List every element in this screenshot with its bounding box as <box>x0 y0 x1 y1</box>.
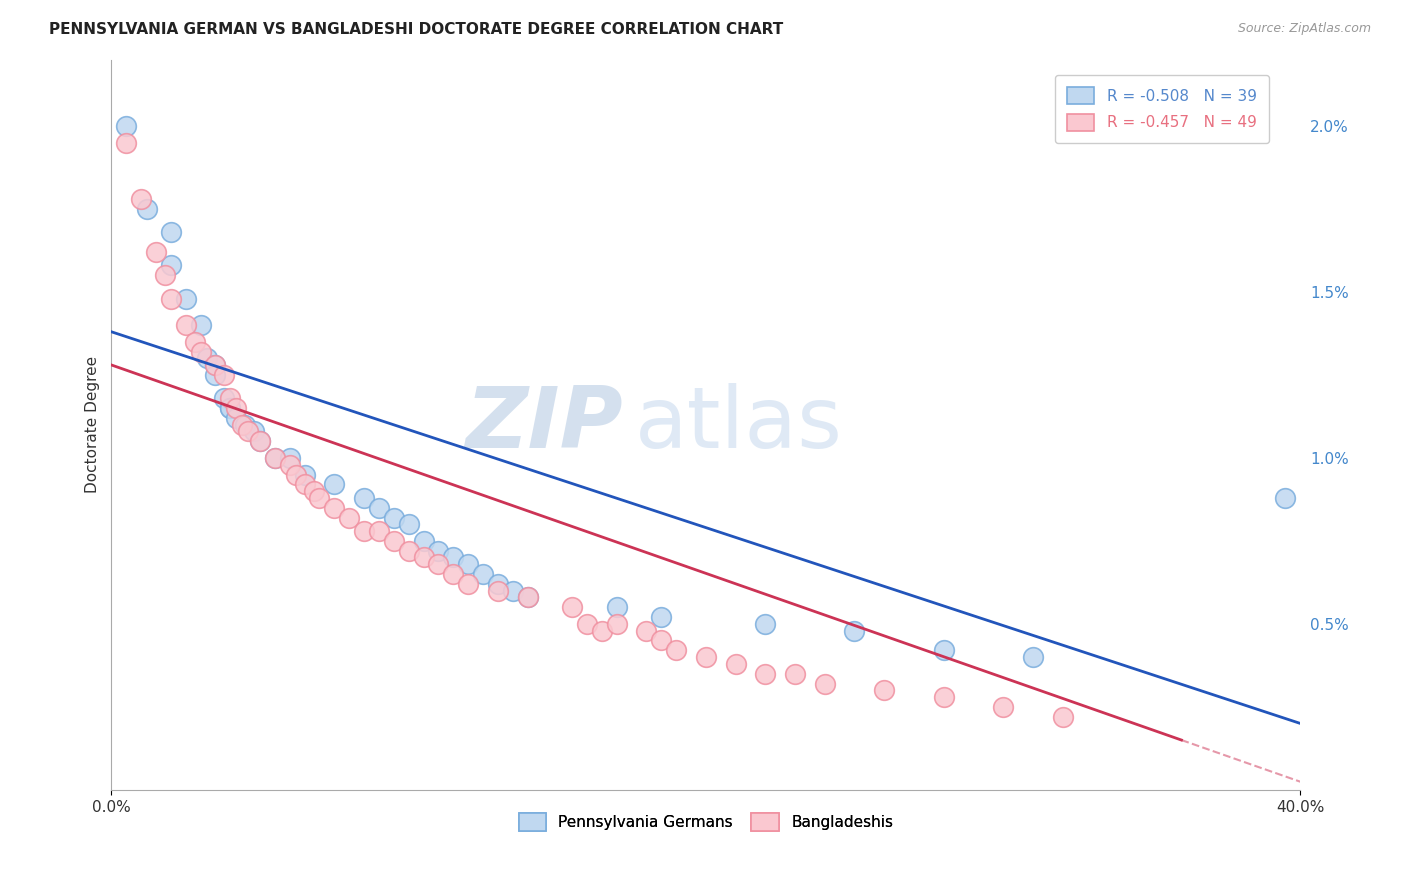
Point <box>353 491 375 505</box>
Point <box>1022 650 1045 665</box>
Point <box>502 583 524 598</box>
Point <box>695 650 717 665</box>
Point <box>214 391 236 405</box>
Point <box>486 583 509 598</box>
Point <box>427 557 450 571</box>
Point <box>457 577 479 591</box>
Point <box>115 136 138 150</box>
Point <box>575 616 598 631</box>
Point <box>486 577 509 591</box>
Text: Source: ZipAtlas.com: Source: ZipAtlas.com <box>1237 22 1371 36</box>
Point <box>264 450 287 465</box>
Point <box>115 119 138 133</box>
Point <box>183 334 205 349</box>
Point <box>398 544 420 558</box>
Point <box>129 192 152 206</box>
Point <box>243 425 266 439</box>
Point <box>783 666 806 681</box>
Point <box>284 467 307 482</box>
Point <box>382 510 405 524</box>
Point <box>225 411 247 425</box>
Point <box>160 225 183 239</box>
Point <box>174 318 197 333</box>
Point <box>382 533 405 548</box>
Point <box>754 616 776 631</box>
Point <box>412 550 434 565</box>
Point <box>236 425 259 439</box>
Point <box>308 491 330 505</box>
Point <box>153 268 176 283</box>
Point <box>516 591 538 605</box>
Point <box>136 202 159 216</box>
Point <box>516 591 538 605</box>
Point <box>650 610 672 624</box>
Text: PENNSYLVANIA GERMAN VS BANGLADESHI DOCTORATE DEGREE CORRELATION CHART: PENNSYLVANIA GERMAN VS BANGLADESHI DOCTO… <box>49 22 783 37</box>
Point <box>1052 710 1074 724</box>
Point <box>606 616 628 631</box>
Point <box>323 477 346 491</box>
Point <box>249 434 271 449</box>
Point <box>1274 491 1296 505</box>
Point <box>873 683 896 698</box>
Point <box>204 358 226 372</box>
Point <box>231 417 253 432</box>
Point <box>214 368 236 382</box>
Point <box>650 633 672 648</box>
Point <box>249 434 271 449</box>
Point <box>233 417 256 432</box>
Point <box>294 477 316 491</box>
Point <box>636 624 658 638</box>
Point <box>190 318 212 333</box>
Point <box>471 567 494 582</box>
Point <box>190 344 212 359</box>
Point <box>204 358 226 372</box>
Point <box>278 450 301 465</box>
Text: ZIP: ZIP <box>465 384 623 467</box>
Point <box>219 391 242 405</box>
Point <box>294 467 316 482</box>
Point <box>368 500 391 515</box>
Point <box>814 676 837 690</box>
Point <box>264 450 287 465</box>
Point <box>606 600 628 615</box>
Y-axis label: Doctorate Degree: Doctorate Degree <box>86 356 100 493</box>
Point <box>302 484 325 499</box>
Point <box>665 643 688 657</box>
Point <box>195 351 218 366</box>
Point <box>225 401 247 416</box>
Point <box>457 557 479 571</box>
Point <box>844 624 866 638</box>
Point <box>724 657 747 671</box>
Point <box>278 458 301 472</box>
Point <box>427 544 450 558</box>
Text: atlas: atlas <box>634 384 842 467</box>
Point <box>204 368 226 382</box>
Point <box>323 500 346 515</box>
Point <box>591 624 613 638</box>
Point <box>441 567 464 582</box>
Point <box>991 699 1014 714</box>
Point <box>368 524 391 538</box>
Point <box>337 510 360 524</box>
Point <box>932 643 955 657</box>
Point <box>219 401 242 416</box>
Point <box>398 517 420 532</box>
Point <box>174 292 197 306</box>
Point <box>441 550 464 565</box>
Point <box>145 245 167 260</box>
Point <box>160 259 183 273</box>
Point <box>412 533 434 548</box>
Point <box>219 401 242 416</box>
Legend: Pennsylvania Germans, Bangladeshis: Pennsylvania Germans, Bangladeshis <box>513 807 900 837</box>
Point <box>932 690 955 704</box>
Point <box>160 292 183 306</box>
Point <box>754 666 776 681</box>
Point <box>561 600 583 615</box>
Point <box>353 524 375 538</box>
